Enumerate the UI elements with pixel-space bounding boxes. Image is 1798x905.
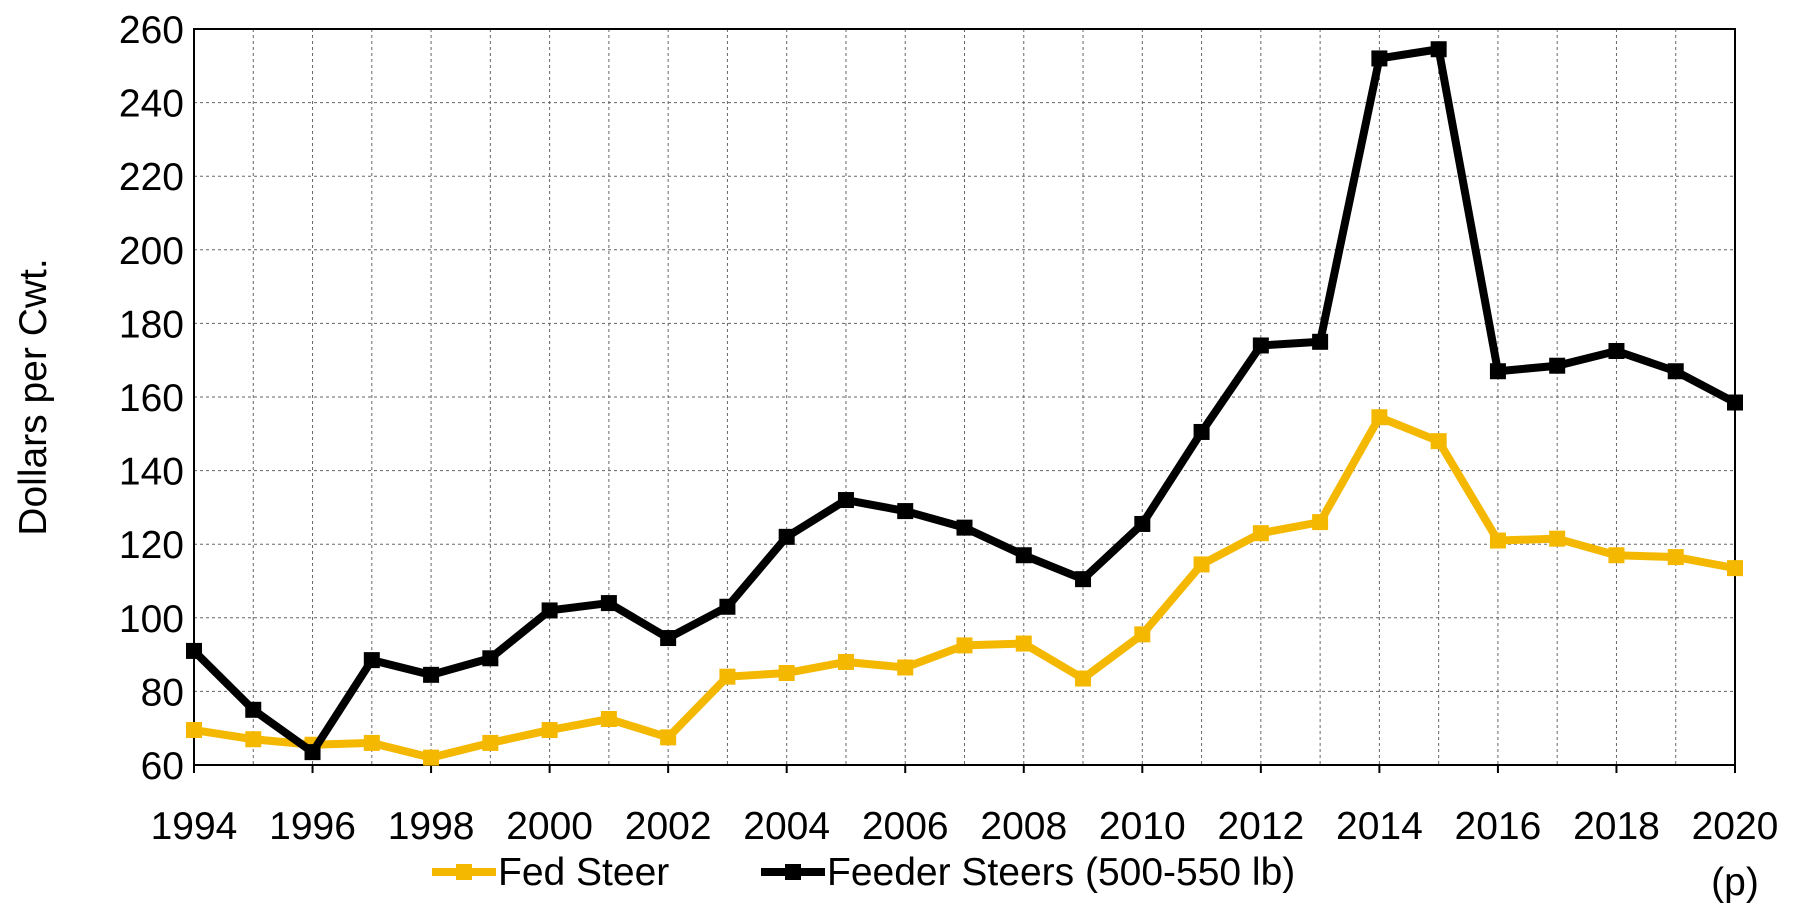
legend-marker — [456, 864, 472, 880]
x-tick-label: 2018 — [1573, 805, 1660, 848]
marker — [719, 668, 736, 685]
marker — [423, 749, 440, 766]
marker — [1312, 514, 1329, 531]
y-axis-label: Dollars per Cwt. — [12, 258, 55, 535]
marker — [1193, 423, 1210, 440]
marker — [1252, 337, 1269, 354]
marker — [1371, 409, 1388, 426]
y-tick-label: 180 — [119, 303, 184, 346]
marker — [1608, 547, 1625, 564]
y-tick-label: 100 — [119, 598, 184, 641]
marker — [956, 519, 973, 536]
marker — [1193, 556, 1210, 573]
x-tick-label: 2020 (p) — [1692, 805, 1779, 904]
x-tick-label: 2002 — [625, 805, 712, 848]
marker — [1727, 394, 1743, 411]
marker — [600, 595, 617, 612]
x-tick-label-line: (p) — [1711, 861, 1759, 904]
marker — [245, 701, 262, 718]
marker — [1312, 333, 1329, 350]
y-tick-label: 160 — [119, 377, 184, 420]
marker — [1667, 549, 1684, 566]
marker — [1075, 571, 1092, 588]
marker — [1430, 433, 1447, 450]
marker — [1134, 515, 1151, 532]
marker — [541, 722, 558, 739]
y-tick-label: 80 — [141, 671, 184, 714]
marker — [1252, 525, 1269, 542]
marker — [363, 652, 380, 669]
marker — [186, 722, 202, 739]
marker — [778, 665, 795, 681]
marker — [1015, 547, 1032, 564]
marker — [186, 642, 202, 659]
x-tick-label: 2016 — [1455, 805, 1542, 848]
marker — [423, 666, 440, 683]
marker — [1371, 50, 1388, 67]
marker — [600, 711, 617, 727]
y-tick-label: 200 — [119, 230, 184, 273]
marker — [837, 492, 854, 509]
marker — [482, 734, 499, 751]
legend-label: Fed Steer — [498, 851, 669, 894]
marker — [1075, 670, 1092, 687]
marker — [778, 528, 795, 545]
x-tick-label: 2008 — [980, 805, 1067, 848]
marker — [245, 731, 262, 748]
marker — [719, 598, 736, 615]
y-tick-label: 220 — [119, 156, 184, 199]
y-tick-label: 240 — [119, 83, 184, 126]
x-tick-label: 2004 — [743, 805, 830, 848]
legend-label: Feeder Steers (500-550 lb) — [827, 851, 1295, 894]
legend-marker — [785, 864, 801, 880]
x-tick-label: 2000 — [506, 805, 593, 848]
marker — [660, 630, 677, 647]
y-tick-label: 60 — [141, 745, 184, 788]
marker — [1549, 530, 1566, 547]
marker — [1134, 626, 1151, 643]
y-tick-label: 260 — [119, 9, 184, 52]
x-tick-label: 1998 — [388, 805, 475, 848]
marker — [1489, 363, 1506, 380]
x-tick-label-line: 2020 — [1692, 805, 1779, 848]
y-tick-label: 120 — [119, 524, 184, 567]
x-tick-label: 1994 — [151, 805, 238, 848]
marker — [660, 729, 677, 746]
marker — [482, 650, 499, 667]
marker — [304, 744, 321, 761]
marker — [837, 653, 854, 670]
marker — [897, 659, 914, 676]
marker — [1549, 357, 1566, 374]
marker — [956, 637, 973, 654]
marker — [1430, 41, 1447, 58]
y-tick-label: 140 — [119, 451, 184, 494]
marker — [1489, 532, 1506, 549]
marker — [897, 503, 914, 520]
x-tick-label: 2012 — [1217, 805, 1304, 848]
marker — [541, 602, 558, 619]
x-tick-label: 2006 — [862, 805, 949, 848]
marker — [1608, 343, 1625, 359]
x-tick-label: 1996 — [269, 805, 356, 848]
marker — [363, 734, 380, 751]
x-tick-label: 2010 — [1099, 805, 1186, 848]
marker — [1727, 560, 1743, 577]
x-tick-label: 2014 — [1336, 805, 1423, 848]
marker — [1667, 363, 1684, 380]
marker — [1015, 635, 1032, 652]
